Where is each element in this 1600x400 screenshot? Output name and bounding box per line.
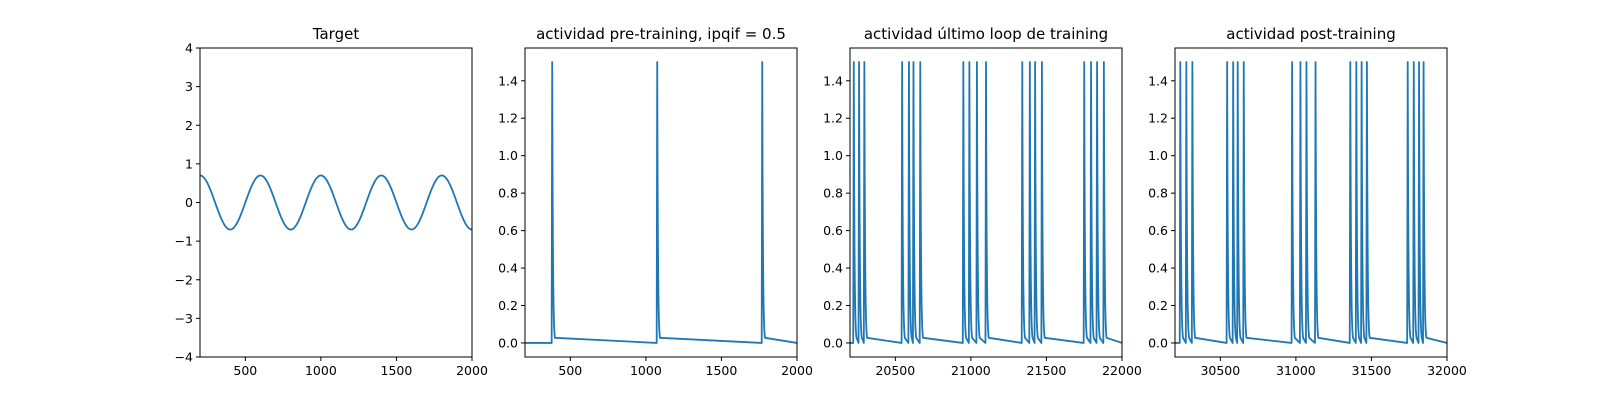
y-tick-label: 0.8 [823,186,843,201]
x-tick-label: 500 [233,363,257,378]
x-tick-label: 21000 [951,363,991,378]
y-tick-label: 1 [185,156,193,171]
axes-title: actividad último loop de training [864,25,1108,43]
y-tick-label: 0.8 [498,186,518,201]
series-line [200,174,472,231]
x-tick-label: 31000 [1276,363,1316,378]
y-tick-label: 1.0 [498,148,518,163]
y-tick-label: 1.0 [1148,148,1168,163]
y-tick-label: 0.4 [1148,261,1168,276]
x-tick-label: 20500 [875,363,915,378]
y-tick-label: −3 [175,311,193,326]
axes-frame [524,47,798,358]
y-tick-label: 1.0 [823,148,843,163]
series-line [850,61,1122,344]
axes-2: actividad pre-training, ipqif = 0.5 500 10… [498,25,813,378]
axes-title: actividad pre-training, ipqif = 0.5 [536,25,786,43]
y-tick-label: 0.4 [823,261,843,276]
series-line [1175,61,1447,344]
y-tick-label: 1.2 [1148,111,1168,126]
y-tick-label: 4 [185,41,193,56]
y-tick-label: 1.2 [823,111,843,126]
x-tick-label: 2000 [781,363,813,378]
y-tick-label: 0.2 [823,298,843,313]
x-tick-label: 21500 [1027,363,1067,378]
y-tick-label: 0.0 [823,335,843,350]
x-tick-label: 32000 [1427,363,1467,378]
y-tick-label: 1.4 [498,73,518,88]
axes-frame [1174,47,1448,358]
axes-title: actividad post-training [1226,25,1395,43]
y-tick-label: 3 [185,79,193,94]
y-tick-label: 0.2 [1148,298,1168,313]
series-line [525,61,797,344]
x-tick-label: 1000 [630,363,662,378]
y-tick-label: −2 [175,272,193,287]
y-tick-label: 1.4 [1148,73,1168,88]
y-tick-label: 0 [185,195,193,210]
x-tick-label: 30500 [1200,363,1240,378]
y-tick-label: 2 [185,118,193,133]
y-tick-label: 1.2 [498,111,518,126]
x-tick-label: 31500 [1352,363,1392,378]
axes-title: Target [312,25,360,43]
y-tick-label: 0.6 [1148,223,1168,238]
y-tick-label: 0.8 [1148,186,1168,201]
x-tick-label: 22000 [1102,363,1142,378]
axes-1: Target 500 1000 1500 2000 −4 −3 −2 −1 0 1 2 3 4 [175,25,488,378]
y-tick-label: 0.0 [1148,335,1168,350]
y-tick-label: 0.2 [498,298,518,313]
axes-3: actividad último loop de training 20500 21… [823,25,1142,378]
y-tick-label: 0.6 [823,223,843,238]
y-tick-label: 1.4 [823,73,843,88]
axes-4: actividad post-training 30500 31000 31500 32… [1148,25,1467,378]
x-tick-label: 1500 [381,363,413,378]
y-tick-label: 0.4 [498,261,518,276]
x-tick-label: 500 [558,363,582,378]
x-tick-label: 1500 [706,363,738,378]
y-tick-label: −1 [175,234,193,249]
x-tick-label: 2000 [456,363,488,378]
y-tick-label: −4 [175,350,193,365]
axes-frame [849,47,1123,358]
x-tick-label: 1000 [305,363,337,378]
y-tick-label: 0.6 [498,223,518,238]
y-tick-label: 0.0 [498,335,518,350]
